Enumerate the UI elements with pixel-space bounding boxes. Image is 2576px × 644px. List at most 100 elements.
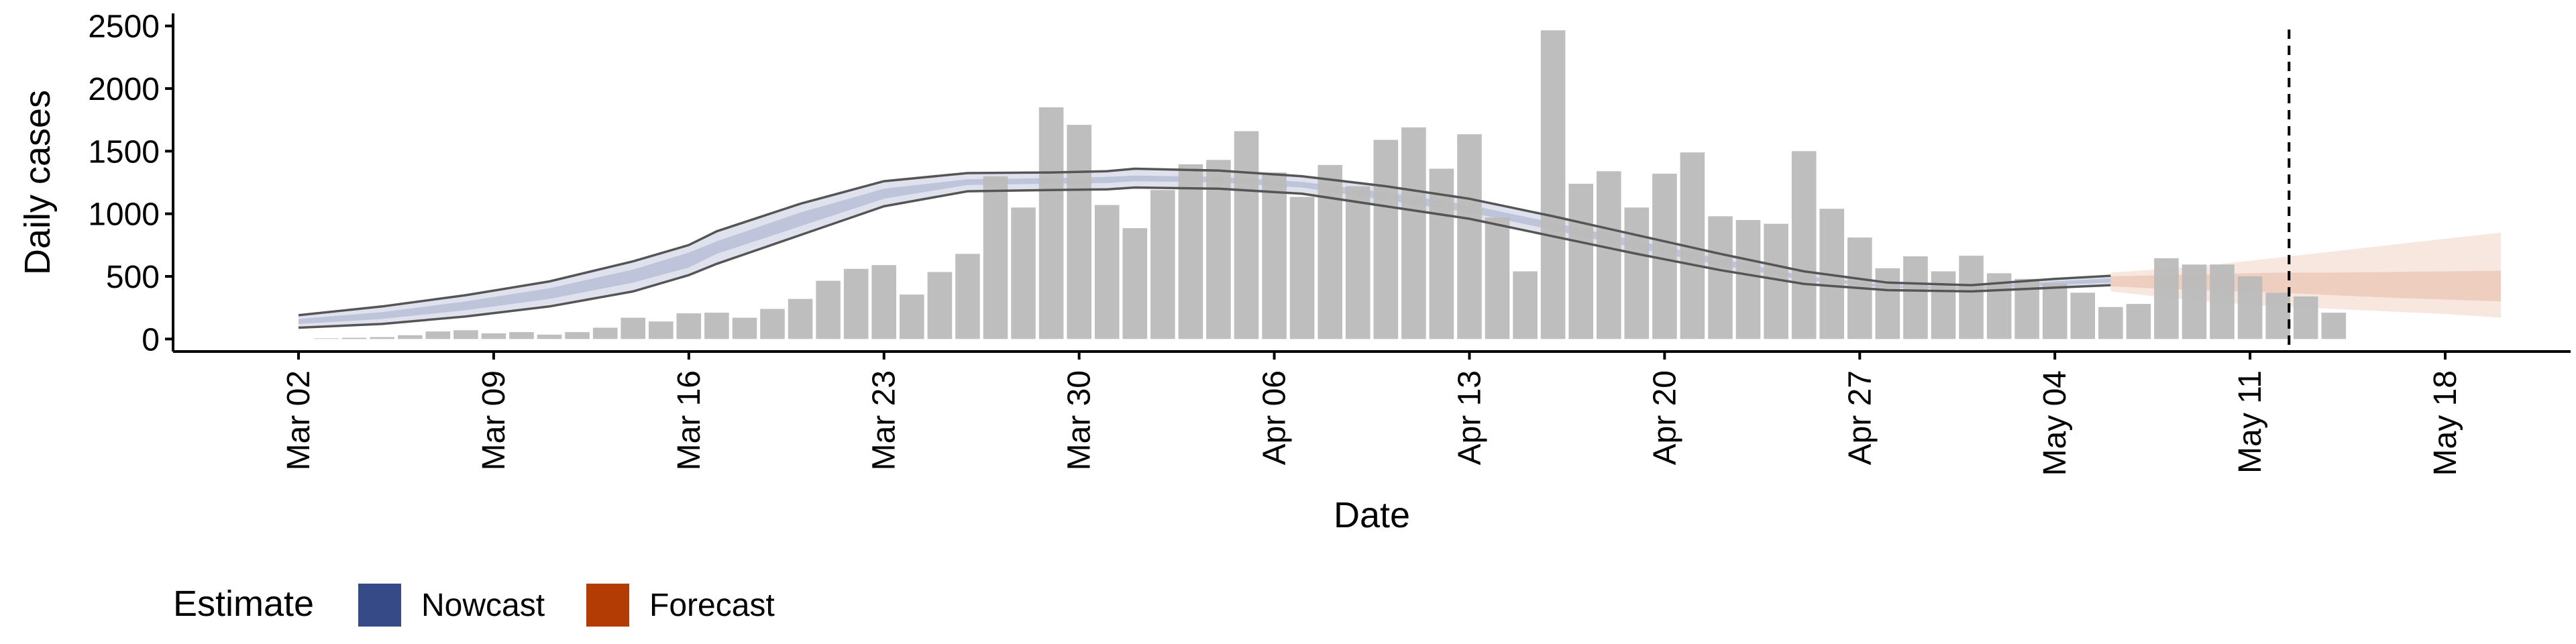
bar [1262,172,1287,339]
y-tick-label: 500 [106,260,160,295]
bar [1485,217,1510,339]
x-tick-label: May 04 [2037,370,2073,476]
y-tick-label: 1500 [88,134,160,170]
nowcast-band-outer [299,168,2111,328]
bar [871,265,896,339]
bar [676,313,702,339]
bar [509,332,534,339]
bar [1959,256,1984,339]
x-tick-label: Mar 30 [1062,370,1097,470]
bar [843,268,869,339]
legend-title: Estimate [173,584,314,624]
bar [900,294,924,339]
x-tick-label: Apr 27 [1842,370,1878,465]
bar [1568,183,1593,339]
bar [788,299,813,339]
bar [732,317,757,339]
bar [1624,207,1650,339]
nowcast-lower-outline [298,186,2111,329]
bar [453,330,478,339]
legend-label-forecast: Forecast [649,588,775,623]
x-tick-label: Mar 09 [476,370,512,470]
bar [2070,292,2095,339]
legend-key-forecast [586,584,629,627]
x-tick-label: May 18 [2428,370,2463,476]
y-axis-label: Daily cases [17,90,58,275]
bar [1931,271,1956,339]
bar [1178,164,1203,339]
bar [1903,256,1928,339]
bar [2098,307,2123,339]
legend: Estimate Nowcast Forecast [173,584,775,627]
y-axis-ticks: 0 500 1000 1500 2000 2500 [88,9,173,358]
bar [565,332,590,339]
bar [704,313,729,339]
legend-key-nowcast [358,584,401,627]
bar [370,337,394,339]
bar [1457,134,1482,339]
nowcast-outlines [298,167,2111,329]
bar [314,338,339,339]
bar [1122,228,1148,339]
bar [2154,258,2179,339]
bar [1540,30,1566,339]
bar [537,334,562,339]
bar [1513,271,1538,339]
bar [1652,173,1677,339]
nowcast-upper-outline [298,167,2111,317]
bar [1150,190,1175,339]
bar [2265,292,2290,339]
bar [1318,164,1342,339]
bar [2182,264,2207,339]
bar [1708,216,1733,339]
bar [1289,197,1315,339]
x-tick-label: Apr 20 [1647,370,1682,465]
bar [621,317,645,339]
bar [927,272,953,339]
bar [2042,283,2068,339]
bar [2210,264,2235,339]
bar [592,327,618,339]
bar [2321,313,2347,339]
bar [649,321,674,339]
x-tick-label: May 11 [2233,370,2268,474]
bar [760,309,785,339]
y-tick-label: 2000 [88,72,160,107]
bar [341,337,367,339]
x-tick-label: Apr 06 [1257,370,1293,465]
bar [1094,205,1120,339]
bar [1067,125,1091,339]
bar [1206,160,1231,339]
bar [1038,107,1064,339]
bar [398,335,423,339]
y-tick-label: 2500 [88,9,160,45]
estimate-bands [299,168,2502,328]
x-tick-label: Mar 23 [867,370,902,470]
bar [1735,220,1761,339]
y-tick-label: 0 [142,322,160,358]
bar [983,176,1008,339]
x-axis-ticks: Mar 02 Mar 09 Mar 16 Mar 23 Mar 30 Apr 06 Apr … [281,352,2463,476]
bar [1345,186,1371,339]
bar [1234,131,1259,339]
x-tick-label: Mar 16 [672,370,707,470]
x-axis-label: Date [1334,495,1410,535]
bar [2293,296,2318,339]
bar [1373,140,1399,339]
x-tick-label: Mar 02 [281,370,317,470]
bar [1597,171,1621,339]
bar [1401,127,1426,339]
bar [1429,168,1454,339]
y-tick-label: 1000 [88,197,160,233]
bar [1875,268,1900,339]
axes [172,13,2571,353]
forecast-band-inner [2110,270,2502,302]
x-tick-label: Apr 13 [1452,370,1488,465]
bar [816,280,841,339]
bar [2237,276,2263,339]
bar [481,333,506,339]
bar [955,254,980,339]
bar [2126,304,2151,339]
bar [1011,207,1036,339]
